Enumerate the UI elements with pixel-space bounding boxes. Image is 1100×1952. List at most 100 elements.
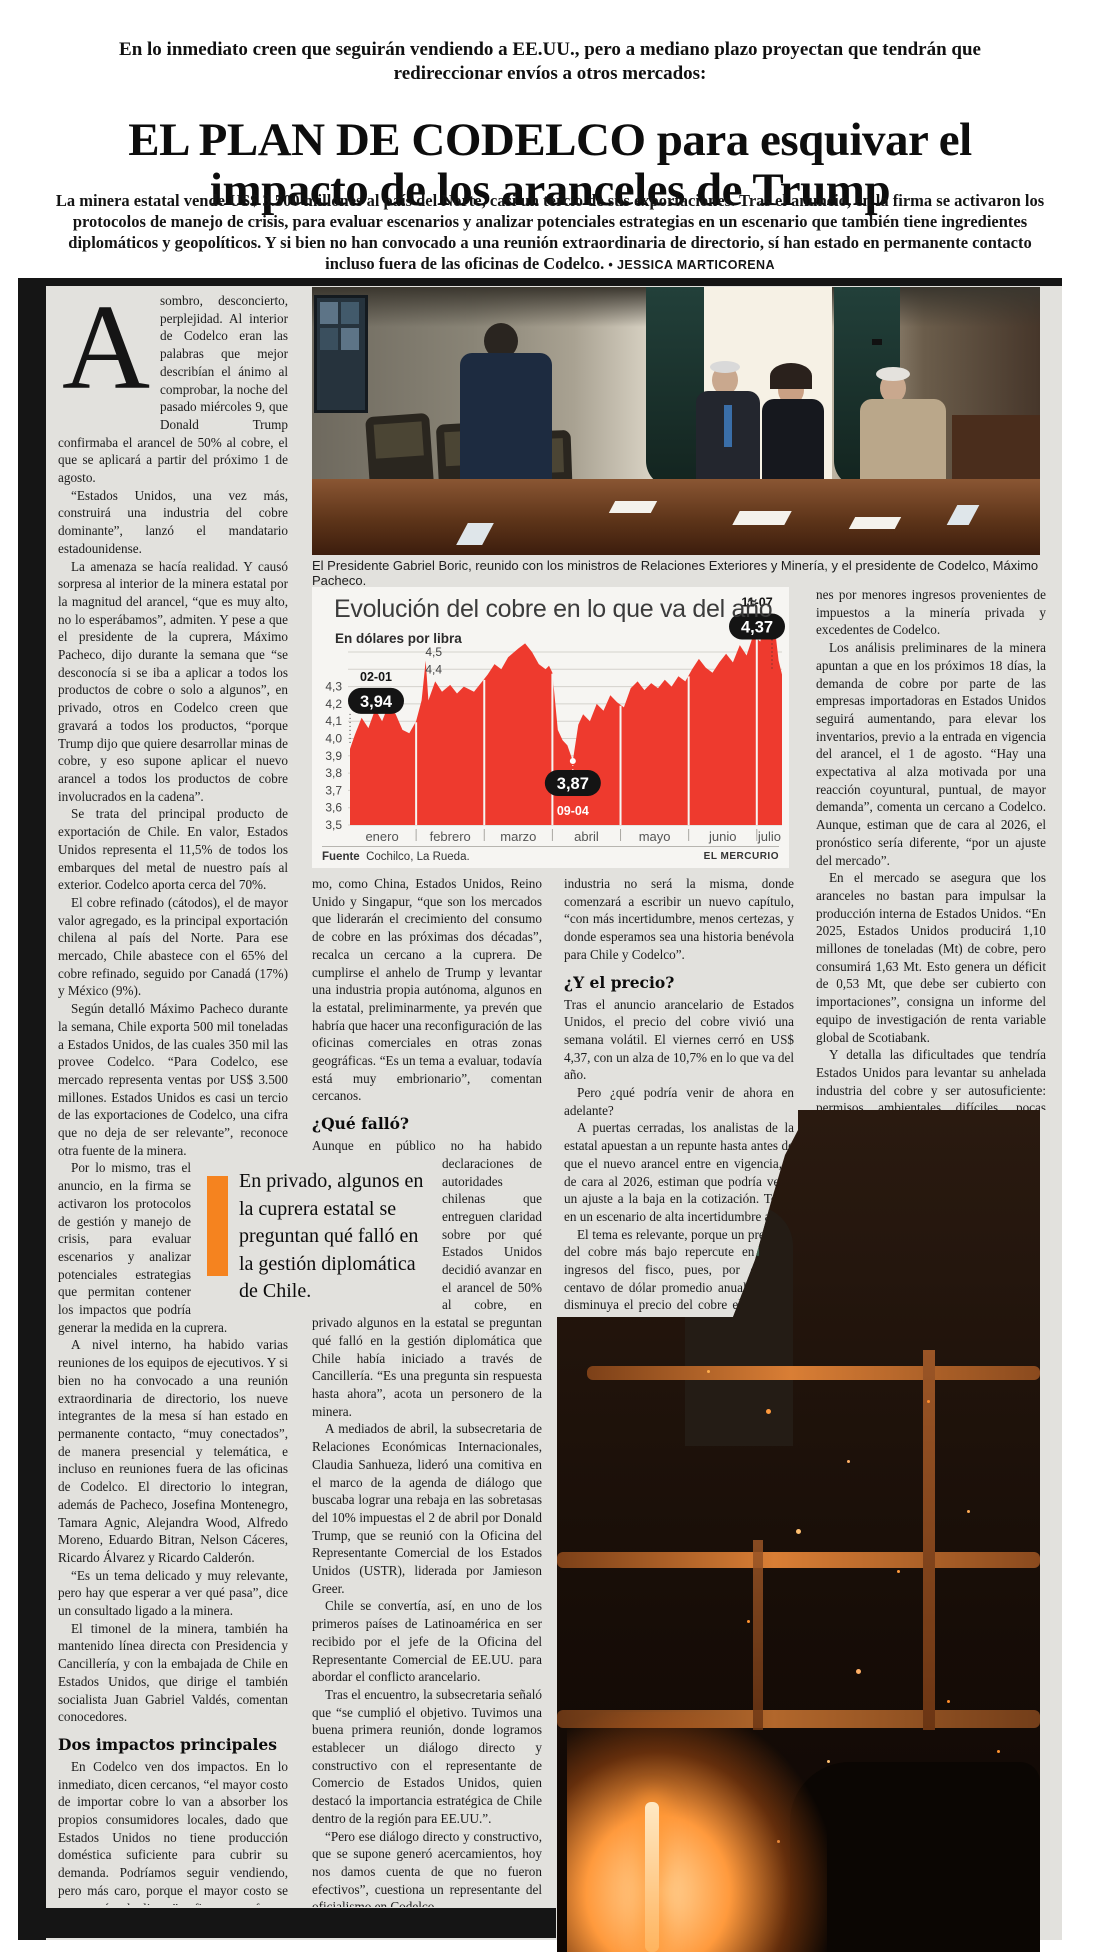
paragraph: A mediados de abril, la subsecretaria de… <box>312 1421 542 1596</box>
photo-caption: El Presidente Gabriel Boric, reunido con… <box>312 558 1039 588</box>
svg-text:4,2: 4,2 <box>325 697 342 711</box>
kicker: En lo inmediato creen que seguirán vendi… <box>60 38 1040 86</box>
svg-text:4,0: 4,0 <box>325 732 342 746</box>
drop-cap: A <box>61 292 151 415</box>
paragraph: Por lo mismo, tras el anuncio, en la fir… <box>58 1160 228 1335</box>
paragraph: “Estados Unidos, una vez más, construirá… <box>58 487 288 556</box>
videoconference-screen <box>314 295 368 413</box>
left-rule-bar <box>18 278 46 1940</box>
svg-text:febrero: febrero <box>430 829 471 844</box>
col4-paragraphs: nes por menores ingresos provenientes de… <box>816 586 1046 1110</box>
blue-tie <box>724 405 732 447</box>
headline-line1: EL PLAN DE CODELCO para esquivar el <box>128 114 972 167</box>
svg-text:3,5: 3,5 <box>325 818 342 832</box>
svg-text:3,6: 3,6 <box>325 801 342 815</box>
svg-text:enero: enero <box>365 829 398 844</box>
person-boric <box>460 353 552 483</box>
svg-text:3,9: 3,9 <box>325 749 342 763</box>
screen-cell <box>341 302 359 324</box>
source-text: Cochilco, La Rueda. <box>366 851 470 863</box>
screen-cell <box>320 302 338 324</box>
railing-post <box>753 1540 763 1730</box>
paragraph: “Pero ese diálogo directo y constructivo… <box>312 1828 542 1907</box>
paragraph: Tras el encuentro, la subsecretaria seña… <box>312 1686 542 1826</box>
paragraph: A nivel interno, ha habido varias reunio… <box>58 1337 288 1565</box>
paragraph: A puertas cerradas, los analistas de la … <box>564 1120 794 1224</box>
paragraph: El cobre refinado (cátodos), el de mayor… <box>58 894 288 999</box>
kicker-line2: redireccionar envíos a otros mercados: <box>393 63 707 84</box>
svg-text:4,5: 4,5 <box>425 645 442 659</box>
col2-paragraphs-2: Aunque en público no ha habido declaraci… <box>312 1137 542 1907</box>
paragraph: En Codelco ven dos impactos. En lo inmed… <box>58 1758 288 1905</box>
paragraph: industria no será la misma, donde comenz… <box>564 876 794 962</box>
chart-unit-label: En dólares por libra <box>335 631 462 646</box>
subhead-dos-impactos: Dos impactos principales <box>58 1734 277 1754</box>
svg-text:4,1: 4,1 <box>325 714 342 728</box>
ladle-silhouette <box>790 1762 1040 1952</box>
svg-text:02-01: 02-01 <box>360 670 392 684</box>
paper <box>608 501 658 513</box>
svg-text:4,3: 4,3 <box>325 680 342 694</box>
col2-paragraphs: mo, como China, Estados Unidos, Reino Un… <box>312 875 542 1105</box>
paragraph: nes por menores ingresos provenientes de… <box>816 587 1046 638</box>
headline: EL PLAN DE CODELCO para esquivar el impac… <box>50 115 1050 215</box>
paper <box>732 511 792 525</box>
text-column-3: industria no será la misma, donde comenz… <box>564 875 794 1321</box>
chart-credit: EL MERCURIO <box>703 851 779 862</box>
chart-source: Fuente Cochilco, La Rueda. <box>322 851 470 863</box>
dark-hair <box>770 363 812 389</box>
col1-paragraphs: “Estados Unidos, una vez más, construirá… <box>58 487 288 1726</box>
headline-line2: impacto de los aranceles de Trump <box>209 164 891 217</box>
deck-text: La minera estatal vende US$ 3.500 millon… <box>55 191 1045 273</box>
svg-text:11-07: 11-07 <box>741 595 772 609</box>
sparks <box>707 1370 710 1373</box>
copper-price-chart: 4,5 4,4 4,3 4,2 4,1 4,0 3,9 3,8 3,7 3,6 3,5 enero fe… <box>312 587 789 868</box>
svg-text:abril: abril <box>574 829 599 844</box>
svg-text:mayo: mayo <box>639 829 671 844</box>
railing <box>587 1366 1040 1380</box>
svg-text:3,87: 3,87 <box>557 775 589 793</box>
sideboard <box>952 415 1040 485</box>
paper <box>848 517 902 529</box>
pull-quote: En privado, algunos en la cuprera estata… <box>207 1168 429 1306</box>
chart-title: Evolución del cobre en lo que va del año <box>334 595 773 623</box>
molten-copper-stream <box>645 1802 659 1952</box>
paragraph: mo, como China, Estados Unidos, Reino Un… <box>312 876 542 1104</box>
byline: • JESSICA MARTICORENA <box>608 258 775 272</box>
deck: La minera estatal vende US$ 3.500 millon… <box>50 190 1050 276</box>
person-pacheco <box>860 399 946 487</box>
col3-paragraphs-2: Tras el anuncio arancelario de Estados U… <box>564 996 794 1226</box>
text-column-2: mo, como China, Estados Unidos, Reino Un… <box>312 875 542 1907</box>
source-label: Fuente <box>322 851 360 863</box>
top-rule <box>18 278 1062 286</box>
svg-text:junio: junio <box>708 829 736 844</box>
lead-text: sombro, desconcierto, perplejidad. Al in… <box>58 293 288 486</box>
subhead-y-el-precio: ¿Y el precio? <box>564 972 675 992</box>
white-hair <box>876 367 910 381</box>
svg-text:09-04: 09-04 <box>557 804 589 818</box>
paragraph: Chile se convertía, así, en uno de los p… <box>312 1598 542 1685</box>
chart-plot: 4,5 4,4 4,3 4,2 4,1 4,0 3,9 3,8 3,7 3,6 3,5 enero fe… <box>325 595 785 844</box>
col1-paragraphs-2: En Codelco ven dos impactos. En lo inmed… <box>58 1758 288 1905</box>
photo-boric-meeting <box>312 287 1040 555</box>
screen-cell <box>341 328 359 350</box>
paragraph: En el mercado se asegura que los arancel… <box>816 870 1046 1045</box>
kicker-line1: En lo inmediato creen que seguirán vendi… <box>119 39 981 60</box>
gray-hair <box>710 361 740 373</box>
svg-text:4,4: 4,4 <box>425 662 442 676</box>
wall-fixture <box>872 339 882 345</box>
pull-quote-bar <box>207 1176 228 1276</box>
meeting-table <box>312 479 1040 555</box>
paragraph: La amenaza se hacía realidad. Y causó so… <box>58 558 288 804</box>
text-column-4: nes por menores ingresos provenientes de… <box>816 586 1046 1110</box>
person-woman <box>762 399 824 485</box>
railing <box>557 1552 1040 1568</box>
paragraph: Y detalla las dificultades que tendría E… <box>816 1047 1046 1110</box>
svg-text:julio: julio <box>757 829 781 844</box>
molten-copper-glow <box>567 1712 827 1952</box>
col3-wrapped-paragraph: El tema es relevante, porque un precio d… <box>564 1226 794 1321</box>
railing-post <box>923 1350 935 1730</box>
subhead-que-fallo: ¿Qué falló? <box>312 1114 410 1134</box>
